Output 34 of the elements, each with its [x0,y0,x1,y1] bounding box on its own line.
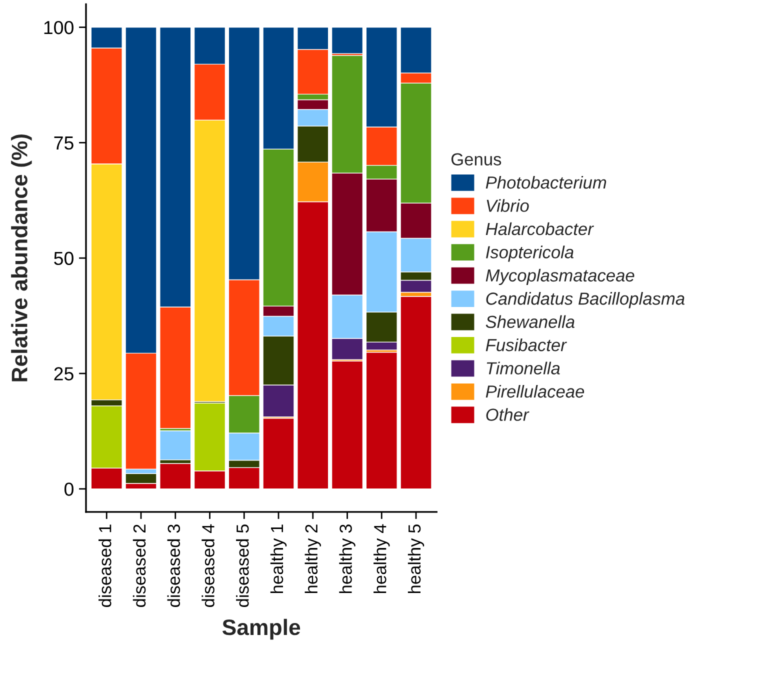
x-tick-label: diseased 2 [132,524,146,608]
legend-label: Timonella [486,362,560,374]
bar [160,463,192,490]
legend-label: Vibrio [486,199,529,212]
legend-label: Isoptericola [486,246,574,262]
x-tick-label: healthy 3 [339,524,356,594]
y-axis-title: Relative abundance (%) [11,134,32,382]
bar [160,430,192,460]
legend-label: Other [486,408,530,421]
x-tick-label: diseased 1 [98,524,112,608]
x-tick-label: diseased 4 [202,524,214,608]
y-tick-label: 50 [54,252,74,266]
legend-label: Photobacterium [486,176,606,189]
y-tick-label: 25 [54,367,74,380]
legend-label: Candidatus Bacilloplasma [486,292,684,308]
legend-label: Halarcobacter [486,222,594,236]
x-axis-title: Sample [222,618,300,640]
legend-title: Genus [451,153,502,166]
x-tick-label: healthy 5 [408,524,424,594]
legend-label: Mycoplasmataceae [486,268,634,286]
x-tick-label: healthy 4 [374,524,390,594]
bar [400,296,432,490]
x-tick-label: diseased 3 [167,524,180,608]
y-tick-label: 0 [64,482,74,496]
bar [366,352,398,490]
x-tick-label: diseased 5 [236,524,249,608]
legend-label: Fusibacter [486,338,567,352]
x-tick-label: healthy 2 [304,524,321,594]
bar [331,26,364,54]
y-tick-label: 100 [44,20,74,34]
legend-label: Shewanella [486,315,574,328]
x-tick-label: healthy 1 [270,524,287,594]
y-tick-label: 75 [54,136,74,150]
legend-label: Pirellulaceae [486,384,584,398]
